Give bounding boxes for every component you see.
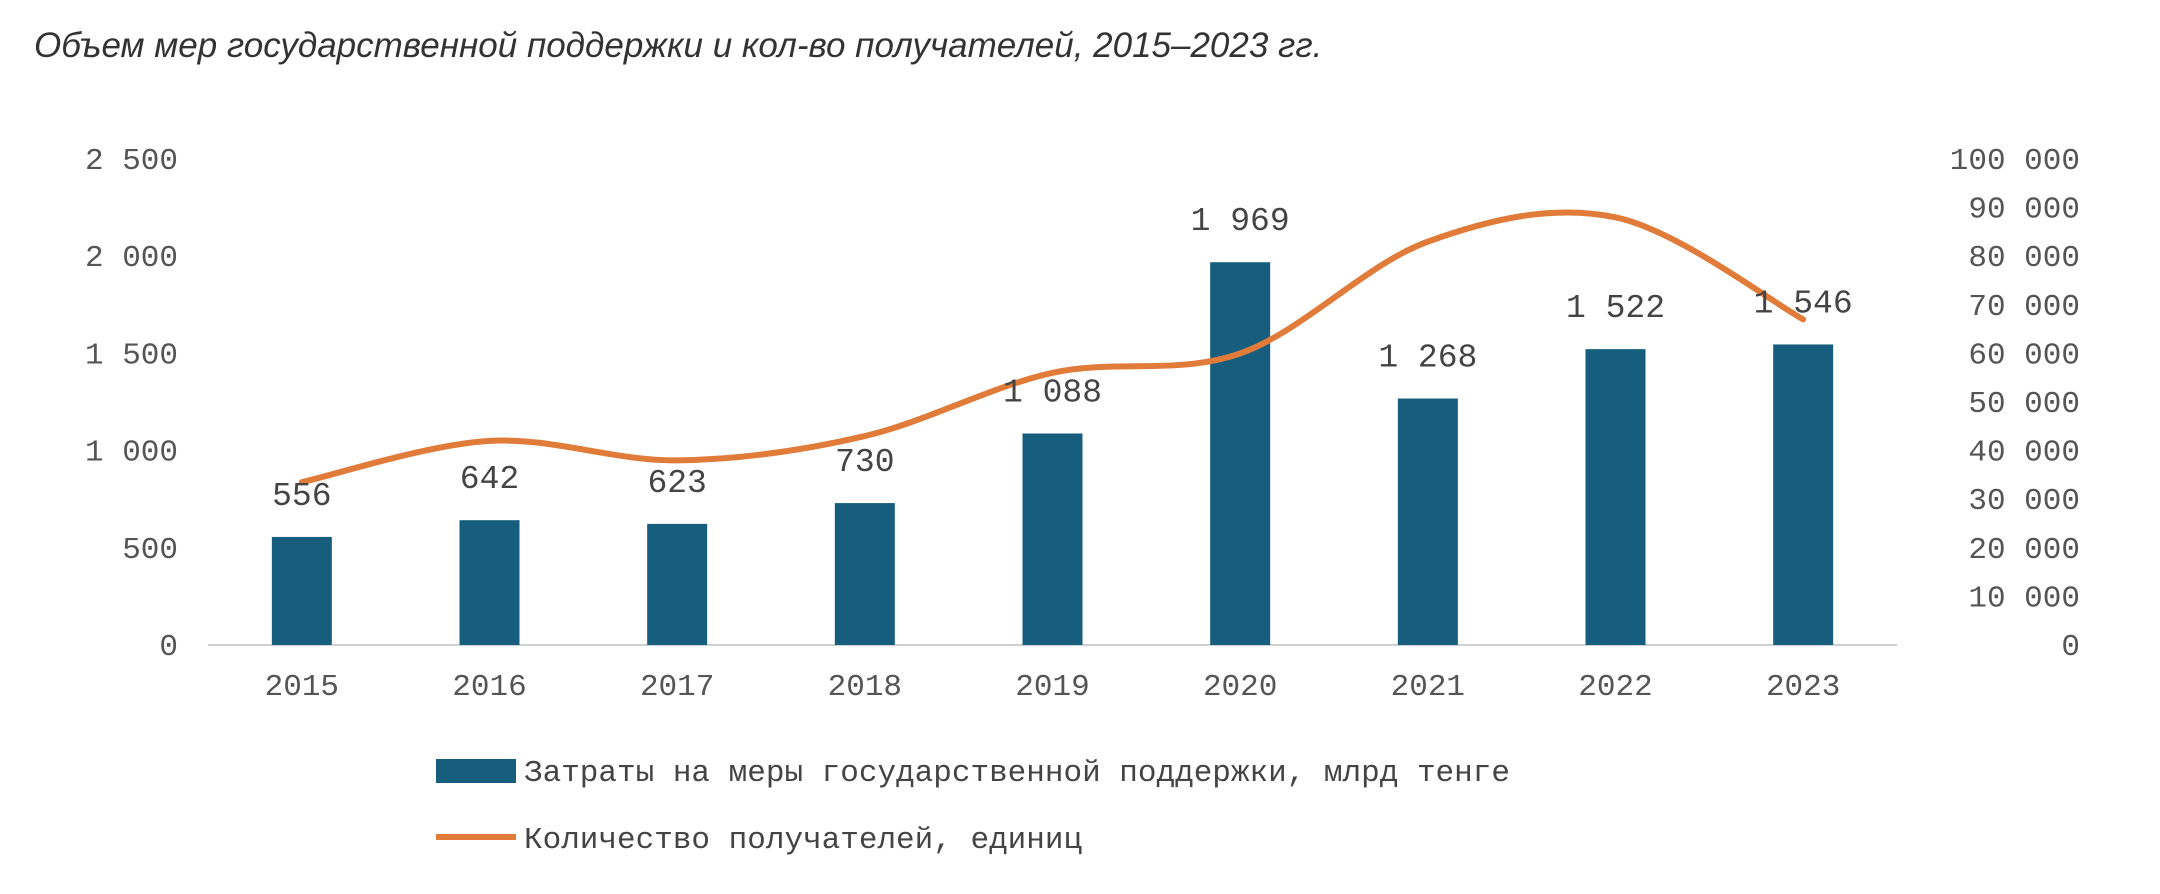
x-axis-tick: 2018	[828, 670, 902, 705]
bar-data-label: 1 546	[1754, 285, 1853, 322]
right-axis-tick: 60 000	[1968, 338, 2080, 373]
x-axis-tick: 2015	[265, 670, 339, 705]
legend-bar-swatch	[436, 759, 516, 783]
right-axis-tick: 90 000	[1968, 193, 2080, 228]
left-axis-tick: 2 000	[85, 241, 178, 276]
bar	[647, 523, 708, 645]
left-axis-tick: 1 500	[85, 338, 178, 373]
bar-data-label: 1 522	[1566, 290, 1665, 327]
right-axis-tick: 70 000	[1968, 290, 2080, 325]
right-axis-tick: 0	[2061, 630, 2080, 665]
bar-data-label: 556	[272, 478, 331, 515]
right-axis-tick: 80 000	[1968, 241, 2080, 276]
chart-title: Объем мер государственной поддержки и ко…	[34, 26, 1323, 65]
bar-data-label: 1 969	[1191, 203, 1290, 240]
legend-bar-label: Затраты на меры государственной поддержк…	[524, 756, 1510, 791]
right-axis-tick: 10 000	[1968, 581, 2080, 616]
x-axis-tick: 2023	[1766, 670, 1840, 705]
bar	[459, 520, 520, 645]
x-axis-tick: 2021	[1391, 670, 1465, 705]
bar	[1773, 344, 1834, 645]
x-axis-tick: 2016	[452, 670, 526, 705]
bar	[1210, 262, 1271, 645]
right-axis-tick: 40 000	[1968, 436, 2080, 471]
bar-data-label: 623	[647, 465, 706, 502]
left-axis-tick: 0	[159, 630, 178, 665]
left-axis-tick: 1 000	[85, 436, 178, 471]
x-axis-tick: 2017	[640, 670, 714, 705]
x-axis-tick: 2019	[1015, 670, 1089, 705]
bar	[1585, 349, 1646, 645]
legend-line-label: Количество получателей, единиц	[524, 823, 1082, 858]
bar-data-label: 1 268	[1378, 340, 1477, 377]
right-axis-tick: 30 000	[1968, 484, 2080, 519]
right-axis-tick: 100 000	[1950, 144, 2080, 179]
recipients-line	[298, 209, 1807, 486]
left-axis-tick: 2 500	[85, 144, 178, 179]
bar	[1397, 398, 1458, 645]
bar-data-label: 642	[460, 461, 519, 498]
right-axis-tick: 50 000	[1968, 387, 2080, 422]
bar	[271, 536, 332, 645]
bar-data-label: 730	[835, 444, 894, 481]
right-axis-tick: 20 000	[1968, 533, 2080, 568]
bar	[834, 503, 895, 645]
bar-data-label: 1 088	[1003, 374, 1102, 411]
x-axis-tick: 2020	[1203, 670, 1277, 705]
x-axis-tick: 2022	[1578, 670, 1652, 705]
bar	[1022, 433, 1083, 645]
left-axis-tick: 500	[122, 533, 178, 568]
